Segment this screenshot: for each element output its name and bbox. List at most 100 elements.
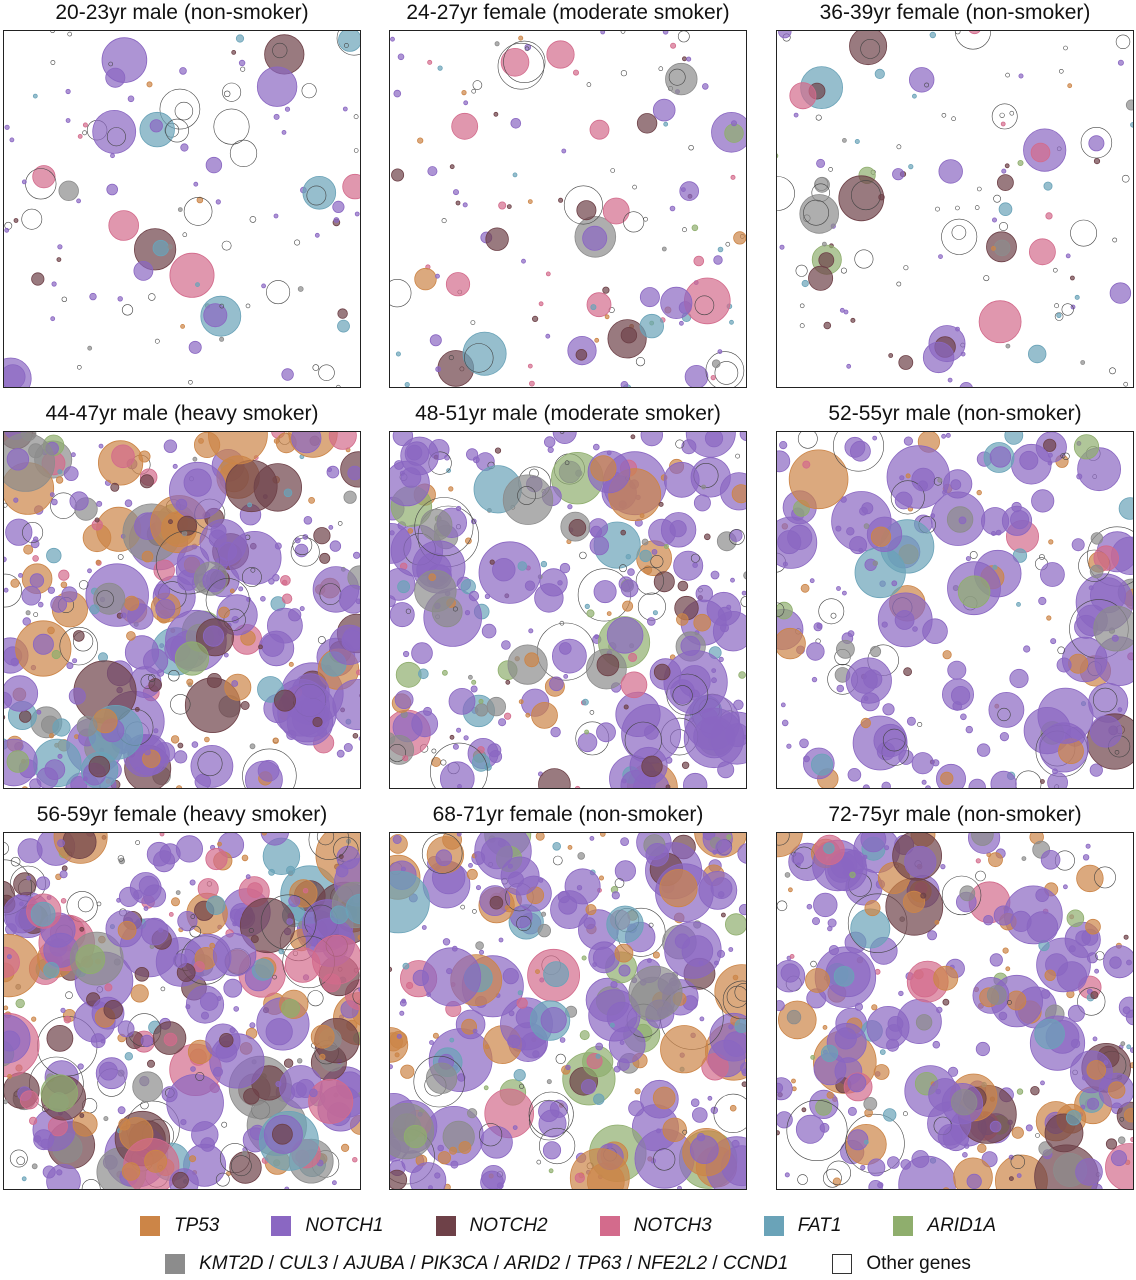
clone-bubble (911, 93, 917, 99)
clone-bubble (108, 61, 113, 67)
clone-bubble (1009, 110, 1015, 116)
clone-bubble (836, 586, 841, 591)
clone-bubble (288, 608, 302, 622)
panel-title: 36-39yr female (non-smoker) (819, 1, 1091, 24)
clone-bubble (449, 1146, 458, 1155)
legend-label: ARID1A (927, 1215, 997, 1236)
clone-bubble (780, 702, 786, 708)
clone-bubble (993, 194, 1001, 203)
clone-bubble (906, 716, 916, 726)
clone-bubble (460, 904, 465, 910)
subclone-bubble (590, 455, 617, 482)
clone-bubble (842, 590, 847, 596)
clone-bubble (96, 500, 103, 507)
clone-bubble (462, 202, 468, 208)
subclone-bubble (1010, 510, 1030, 530)
clone-bubble (660, 1025, 709, 1074)
clone-bubble (863, 1096, 878, 1111)
clone-bubble (779, 441, 788, 450)
subclone-bubble (860, 38, 881, 59)
clone-bubble (170, 897, 180, 907)
subclone-bubble (203, 303, 228, 328)
clone-bubble (245, 874, 251, 880)
clone-bubble (50, 31, 55, 33)
clone-bubble (581, 698, 589, 706)
clone-bubble (567, 844, 573, 850)
clone-bubble (569, 1148, 630, 1189)
clone-bubble (390, 36, 395, 42)
clone-bubble (217, 841, 222, 847)
clone-bubble (628, 1100, 645, 1117)
clone-bubble (830, 612, 837, 619)
subclone-bubble (4, 946, 20, 978)
clone-bubble (466, 448, 479, 461)
clone-bubble (435, 366, 442, 373)
subclone-bubble (316, 833, 335, 846)
clone-bubble (352, 732, 359, 739)
clone-bubble (902, 1111, 908, 1117)
clone-bubble (481, 623, 497, 639)
clone-bubble (814, 176, 830, 193)
clone-bubble (693, 255, 705, 267)
clone-bubble (678, 320, 684, 326)
clone-bubble (332, 200, 345, 213)
clone-bubble (1105, 1138, 1118, 1150)
clone-bubble (337, 521, 343, 526)
clone-bubble (550, 726, 561, 738)
clone-bubble (943, 1187, 950, 1189)
clone-bubble (703, 533, 711, 541)
clone-bubble (574, 1172, 585, 1183)
subclone-bubble (4, 364, 26, 387)
clone-bubble (501, 640, 511, 650)
clone-bubble (50, 595, 68, 613)
clone-bubble (223, 978, 243, 998)
clone-bubble (516, 997, 528, 1009)
clone-bubble (854, 139, 860, 145)
clone-bubble (1016, 1173, 1022, 1179)
clone-bubble (95, 559, 101, 565)
clone-bubble (677, 580, 689, 592)
clone-bubble (725, 241, 731, 247)
clone-bubble (309, 1088, 318, 1098)
clone-bubble (849, 31, 888, 66)
clone-bubble (465, 537, 472, 545)
subclone-bubble (30, 901, 56, 927)
clone-bubble (726, 834, 732, 840)
legend-item-notch1: NOTCH1 (271, 1215, 384, 1237)
clone-bubble (175, 498, 188, 511)
clone-bubble (823, 1168, 842, 1188)
clone-bubble (688, 144, 694, 151)
clone-bubble (449, 164, 455, 170)
clone-bubble (917, 480, 929, 491)
clone-bubble (620, 579, 639, 598)
clone-bubble (310, 1024, 335, 1049)
clone-bubble (496, 1182, 504, 1189)
clone-bubble (733, 699, 744, 711)
clone-bubble (1010, 910, 1032, 933)
clone-bubble (935, 206, 940, 212)
clone-bubble (617, 1058, 630, 1071)
clone-bubble (472, 80, 483, 90)
clone-bubble (89, 292, 97, 301)
clone-bubble (898, 990, 904, 997)
subclone-bubble (678, 665, 711, 698)
clone-bubble (189, 879, 196, 886)
clone-bubble (579, 1030, 590, 1041)
clone-bubble (567, 504, 573, 510)
clone-bubble (219, 303, 225, 309)
subclone-bubble (111, 444, 135, 469)
clone-bubble (619, 564, 627, 573)
clone-bubble (784, 872, 791, 878)
clone-bubble (1090, 991, 1099, 1000)
clone-bubble (390, 732, 396, 745)
clone-bubble (606, 905, 644, 943)
clone-bubble (215, 199, 221, 205)
clone-bubble (778, 31, 792, 39)
clone-bubble (799, 738, 809, 749)
clone-bubble (77, 1063, 84, 1070)
clone-bubble (942, 650, 952, 660)
clone-bubble (811, 676, 818, 683)
clone-bubble (170, 735, 180, 744)
clone-bubble (405, 608, 412, 614)
clone-bubble (302, 176, 337, 210)
